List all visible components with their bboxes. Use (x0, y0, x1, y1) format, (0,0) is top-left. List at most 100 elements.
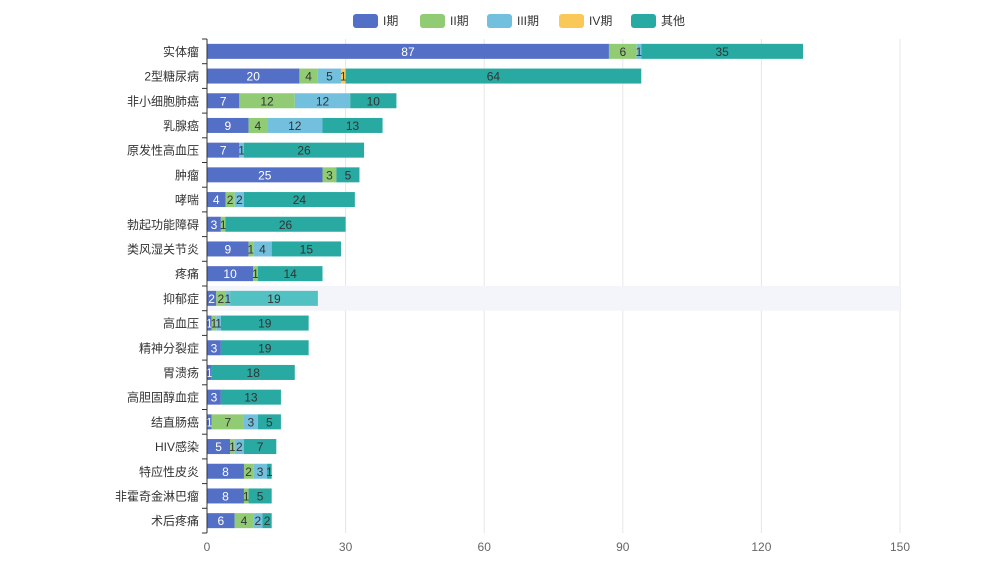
bar-segment[interactable] (253, 463, 268, 479)
bar-segment[interactable] (253, 241, 272, 257)
bar-segment[interactable] (243, 463, 254, 479)
bar-segment[interactable] (207, 513, 235, 529)
bar-segment[interactable] (294, 93, 351, 109)
bar-segment[interactable] (262, 513, 272, 529)
bar-segment[interactable] (207, 389, 221, 405)
bar-segment[interactable] (207, 439, 231, 455)
bar-segment[interactable] (220, 389, 281, 405)
bar-segment[interactable] (608, 43, 637, 59)
bar-segment[interactable] (211, 414, 244, 430)
bar-segment[interactable] (207, 192, 226, 208)
bar-segment[interactable] (216, 290, 226, 306)
bar-segment[interactable] (257, 266, 323, 282)
bar-segment[interactable] (207, 414, 212, 430)
bar-segment[interactable] (253, 513, 263, 529)
bar-row[interactable]: 87 6 1 35 (207, 43, 803, 59)
bar-segment[interactable] (225, 216, 346, 232)
bar-segment[interactable] (211, 364, 295, 380)
y-category-label: 疼痛 (175, 266, 199, 281)
bar-segment[interactable] (267, 117, 323, 133)
bar-segment[interactable] (243, 192, 355, 208)
bar-row[interactable]: 3 19 (207, 340, 309, 356)
legend-item[interactable]: 其他 (631, 14, 685, 28)
bar-segment[interactable] (220, 315, 309, 331)
bar-row[interactable]: 25 3 5 (207, 167, 360, 183)
bar-value-label: 1 (206, 366, 213, 380)
bar-segment[interactable] (207, 364, 212, 380)
bar-segment[interactable] (248, 488, 272, 504)
bar-segment[interactable] (207, 266, 254, 282)
bar-segment[interactable] (267, 463, 272, 479)
bar-row[interactable]: 7 1 26 (207, 142, 365, 158)
bar-segment[interactable] (257, 414, 281, 430)
bar-segment[interactable] (207, 68, 300, 84)
bar-value-label: 1 (266, 465, 273, 479)
bar-row[interactable]: 20 4 5 1 64 (207, 68, 642, 84)
bar-segment[interactable] (239, 93, 295, 109)
bar-segment[interactable] (248, 117, 268, 133)
bar-segment[interactable] (225, 290, 231, 306)
bar-segment[interactable] (207, 488, 244, 504)
bar-segment[interactable] (243, 488, 249, 504)
bar-segment[interactable] (220, 340, 309, 356)
bar-segment[interactable] (248, 241, 254, 257)
bar-segment[interactable] (207, 117, 249, 133)
bar-segment[interactable] (336, 167, 360, 183)
bar-segment[interactable] (636, 43, 642, 59)
bar-segment[interactable] (207, 340, 221, 356)
bar-segment[interactable] (230, 439, 235, 455)
bar-segment[interactable] (230, 290, 318, 306)
bar-row[interactable]: 7 12 12 10 (207, 93, 397, 109)
bar-value-label: 5 (326, 70, 333, 84)
bar-segment[interactable] (207, 43, 609, 59)
bar-segment[interactable] (207, 463, 244, 479)
bar-segment[interactable] (253, 266, 258, 282)
bar-segment[interactable] (207, 290, 217, 306)
legend-item[interactable]: III期 (487, 14, 539, 28)
bar-segment[interactable] (207, 93, 240, 109)
bar-row[interactable]: 10 1 14 (207, 266, 323, 282)
legend-item[interactable]: I期 (353, 14, 398, 28)
bar-segment[interactable] (207, 142, 240, 158)
bar-row[interactable]: 9 1 4 15 (207, 241, 341, 257)
bar-value-label: 1 (211, 317, 218, 331)
bar-row[interactable]: 1 18 (206, 364, 295, 380)
bar-row[interactable]: 4 2 2 24 (207, 192, 355, 208)
bar-segment[interactable] (216, 315, 221, 331)
bar-segment[interactable] (345, 68, 642, 84)
bar-segment[interactable] (207, 167, 323, 183)
bar-segment[interactable] (220, 216, 226, 232)
legend-item[interactable]: II期 (420, 14, 469, 28)
bar-segment[interactable] (243, 414, 258, 430)
bar-row[interactable]: 2 2 1 19 (207, 290, 318, 306)
bar-segment[interactable] (299, 68, 318, 84)
bar-segment[interactable] (641, 43, 803, 59)
bar-segment[interactable] (340, 68, 346, 84)
bar-segment[interactable] (207, 241, 249, 257)
bar-segment[interactable] (234, 192, 244, 208)
bar-segment[interactable] (243, 439, 277, 455)
bar-segment[interactable] (207, 315, 212, 331)
bar-segment[interactable] (234, 439, 244, 455)
bar-row[interactable]: 3 1 26 (207, 216, 346, 232)
bar-row[interactable]: 111 19 (206, 315, 309, 331)
bar-row[interactable]: 3 13 (207, 389, 281, 405)
bar-segment[interactable] (317, 68, 341, 84)
bar-segment[interactable] (234, 513, 254, 529)
legend-item[interactable]: IV期 (559, 14, 612, 28)
bar-segment[interactable] (322, 167, 337, 183)
bar-row[interactable]: 9 4 12 13 (207, 117, 383, 133)
bar-segment[interactable] (350, 93, 397, 109)
bar-segment[interactable] (322, 117, 383, 133)
bar-segment[interactable] (239, 142, 244, 158)
bar-segment[interactable] (225, 192, 235, 208)
bar-segment[interactable] (243, 142, 365, 158)
bar-segment[interactable] (271, 241, 341, 257)
bar-segment[interactable] (211, 315, 217, 331)
bar-segment[interactable] (207, 216, 221, 232)
